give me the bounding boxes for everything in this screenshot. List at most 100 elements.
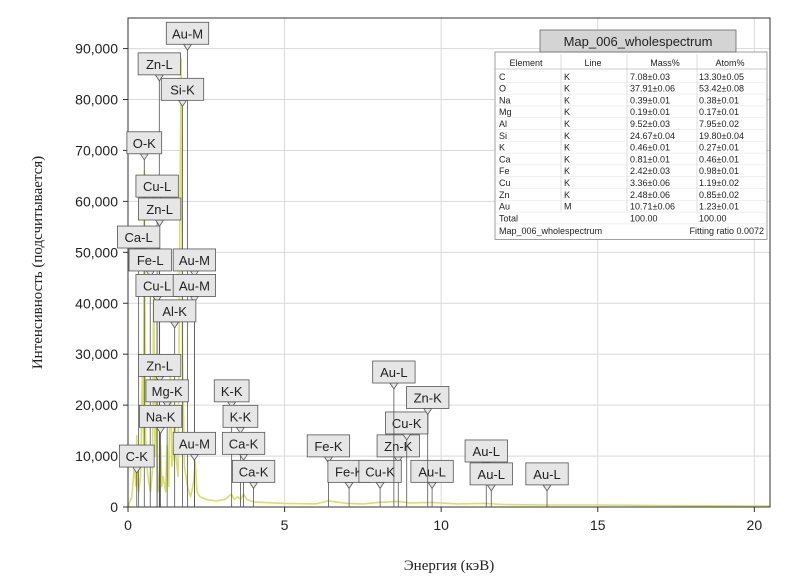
peak-label-text: Cu-L	[143, 179, 171, 194]
peak-label-text: Ca-K	[239, 464, 269, 479]
peak-label-text: Au-M	[179, 253, 210, 268]
table-row: Fe K 2.42±0.03 0.98±0.01	[495, 166, 767, 177]
peak-label: Al-K	[153, 299, 197, 507]
x-tick-label: 5	[281, 517, 289, 533]
peak-label: Zn-L	[138, 353, 182, 507]
table-cell: K	[564, 95, 570, 105]
peak-label-text: Zn-L	[146, 202, 173, 217]
peak-label: Cu-K	[385, 411, 429, 507]
peak-label-text: Au-L	[380, 365, 407, 380]
peak-label-text: Fe-K	[335, 464, 364, 479]
peak-label-text: Au-M	[179, 278, 210, 293]
peak-label-text: Ca-L	[125, 230, 153, 245]
peak-label-box	[135, 174, 179, 198]
peak-label-text: Si-K	[170, 82, 195, 97]
peak-label-box	[172, 431, 216, 455]
peak-label-pointer	[182, 43, 193, 52]
y-tick-label: 10,000	[75, 448, 118, 464]
peak-label-box	[464, 439, 508, 463]
y-axis-title: Интенсивность (подсчитывается)	[30, 156, 46, 369]
peak-label: Au-L	[464, 439, 508, 507]
peak-label-text: Au-M	[179, 436, 210, 451]
peak-label-box	[376, 434, 420, 458]
peak-label-text: Fe-L	[137, 253, 164, 268]
y-tick-label: 80,000	[75, 92, 118, 108]
table-cell: M	[564, 202, 572, 212]
peak-label-text: Au-L	[533, 467, 560, 482]
table-background	[494, 51, 768, 240]
tick-labels: 0 5 10 15 20 0 10,000 20,000 30,000 40,000 50,000 6…	[75, 41, 762, 533]
table-cell: Total	[499, 213, 518, 223]
y-tick-label: 20,000	[75, 397, 118, 413]
table-cell: 100.00	[699, 213, 727, 223]
peak-label-box	[126, 131, 163, 155]
table-header-cell: Line	[584, 58, 601, 68]
peak-label-box	[221, 431, 266, 455]
peak-label-box	[410, 459, 454, 483]
peak-label-pointer	[542, 484, 552, 492]
peak-label-box	[306, 434, 351, 458]
peak-label-pointer	[248, 481, 259, 490]
table-cell: 0.81±0.01	[630, 154, 670, 164]
peak-label-text: Fe-K	[314, 439, 343, 454]
peak-label-text: Zn-K	[414, 390, 443, 405]
table-cell: 0.38±0.01	[699, 95, 739, 105]
table-cell: 100.00	[630, 213, 658, 223]
table-cell: 1.23±0.01	[699, 202, 739, 212]
peak-label-box	[469, 462, 513, 486]
peak-label-text: Au-M	[172, 26, 203, 41]
table-header-cell: Mass%	[650, 58, 680, 68]
table-row: Zn K 2.48±0.06 0.85±0.02	[495, 190, 767, 201]
table-cell: Cu	[499, 178, 511, 188]
peak-label: Au-M	[172, 248, 216, 507]
table-row: Si K 24.67±0.04 19.80±0.04	[495, 131, 767, 142]
x-tick-label: 10	[433, 517, 449, 533]
peak-label-text: Zn-L	[146, 358, 173, 373]
table-cell: K	[499, 143, 505, 153]
table-cell: Mg	[499, 107, 512, 117]
table-cell: K	[564, 143, 570, 153]
table-footer-right: Fitting ratio 0.0072	[689, 226, 764, 236]
peak-label: Au-M	[165, 21, 210, 507]
table-cell: 7.08±0.03	[630, 72, 670, 82]
peak-label: Ca-K	[231, 459, 276, 507]
peak-label-pointer	[344, 481, 354, 490]
table-cell: K	[564, 119, 570, 129]
peak-label-box	[231, 459, 276, 483]
y-tick-label: 90,000	[75, 41, 118, 57]
peak-label-pointer	[375, 481, 385, 490]
peak-label: O-K	[126, 131, 163, 507]
table-row: Total 100.00 100.00	[495, 213, 767, 225]
peak-label: Zn-K	[376, 434, 420, 507]
table-cell: C	[499, 72, 506, 82]
x-tick-label: 0	[124, 517, 132, 533]
table-row: Cu K 3.36±0.06 1.19±0.02	[495, 178, 767, 189]
table-row: Na K 0.39±0.01 0.38±0.01	[495, 95, 767, 107]
table-cell: O	[499, 84, 506, 94]
table-cell: 0.46±0.01	[699, 154, 739, 164]
table-cell: 0.46±0.01	[630, 143, 670, 153]
table-row: Mg K 0.19±0.01 0.17±0.01	[495, 107, 767, 118]
table-cell: Al	[499, 119, 507, 129]
peak-label-box	[172, 248, 216, 272]
peak-label-pointer	[169, 321, 180, 329]
table-cell: Zn	[499, 190, 510, 200]
peak-label: Mg-K	[145, 379, 189, 507]
peak-label-box	[172, 274, 216, 297]
peak-label-text: Al-K	[162, 304, 187, 319]
table-cell: Ca	[499, 154, 511, 164]
peak-label-text: C-K	[126, 449, 149, 464]
peak-label-pointer	[155, 426, 166, 435]
peak-label-box	[138, 404, 183, 428]
peak-label-text: Au-L	[473, 444, 500, 459]
x-tick-label: 15	[590, 517, 606, 533]
peak-label-box	[117, 225, 161, 249]
table-cell: 0.17±0.01	[699, 107, 739, 117]
peak-label-box	[165, 21, 210, 45]
table-cell: 2.48±0.06	[630, 190, 670, 200]
table-cell: 24.67±0.04	[630, 131, 675, 141]
peak-label-box	[358, 459, 402, 483]
table-cell: K	[564, 154, 570, 164]
peak-label-box	[128, 248, 172, 272]
